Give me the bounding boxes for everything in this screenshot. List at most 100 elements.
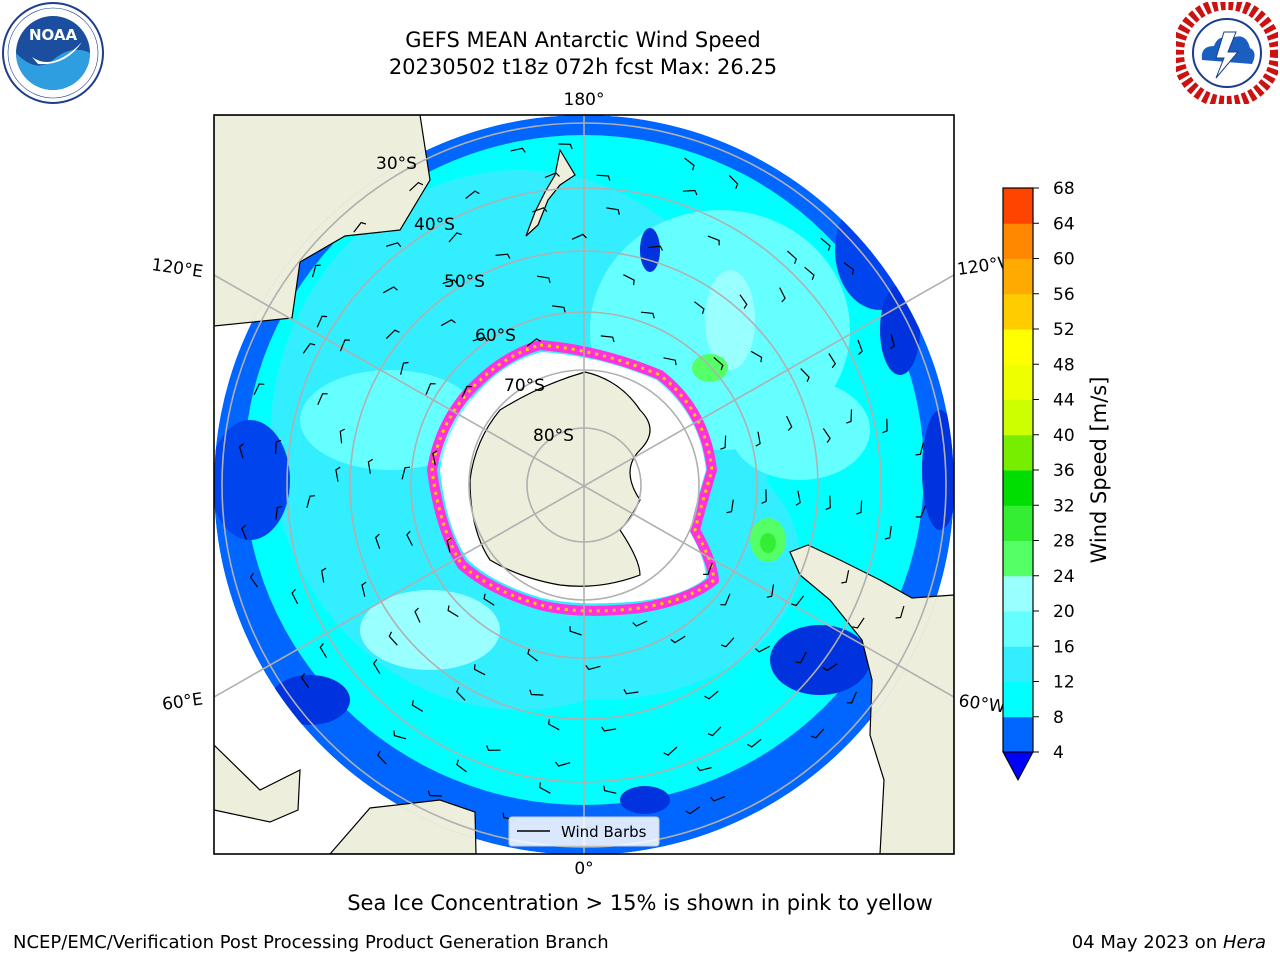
latitude-labels: 30°S 40°S 50°S 60°S 70°S 80°S [376, 154, 574, 446]
wind-barb [825, 495, 831, 511]
wind-barb [841, 570, 850, 584]
wind-barb [846, 409, 853, 424]
colorbar-tick-label: 56 [1053, 285, 1075, 305]
wind-barb [791, 595, 805, 607]
colorbar-tick-label: 24 [1053, 567, 1075, 587]
wind-barb [623, 274, 635, 286]
wind-barb [275, 505, 283, 520]
wind-barb [882, 418, 888, 434]
wind-barb [603, 785, 617, 794]
colorbar-band [1003, 716, 1033, 753]
wind-barb [795, 490, 801, 506]
footer-date-text: 04 May 2023 on [1071, 932, 1223, 953]
wind-barb [319, 643, 328, 659]
wind-barb [779, 287, 786, 303]
wind-barb [720, 593, 731, 606]
wind-barb [915, 505, 926, 518]
wind-barb [527, 648, 538, 662]
colorbar-under-arrow [1002, 751, 1034, 782]
wind-barb [409, 181, 424, 192]
wind-barb [544, 172, 560, 179]
wind-barb [551, 305, 566, 313]
colorbar-band [1003, 329, 1033, 365]
legend-label: Wind Barbs [561, 823, 647, 841]
colorbar-band [1003, 188, 1033, 224]
colorbar-tick-label: 40 [1053, 426, 1075, 446]
lat-label-30s: 30°S [376, 154, 417, 174]
sea-ice-edge [426, 339, 720, 616]
wind-barb [555, 761, 571, 767]
noaa-logo-icon: NOAA [2, 2, 104, 104]
wind-barb [569, 626, 582, 636]
colorbar-tick-label: 8 [1053, 708, 1064, 728]
wind-barb [640, 311, 655, 319]
wind-barb [291, 589, 299, 605]
wind-barb [804, 266, 815, 280]
wind-barb [726, 499, 734, 514]
wind-barb [425, 382, 436, 395]
map-legend: Wind Barbs [508, 816, 660, 847]
wind-barb [440, 319, 456, 327]
wind-barb [600, 335, 615, 343]
wind-barb [623, 689, 639, 695]
chart-title: GEFS MEAN Antarctic Wind Speed [405, 28, 761, 52]
wind-barb [302, 342, 316, 354]
wind-barb [427, 790, 442, 797]
wind-barb [747, 738, 762, 748]
wind-barb [448, 232, 462, 243]
colorbar-tick-label: 52 [1053, 320, 1075, 340]
wind-barb [529, 689, 544, 696]
wind-barb [766, 584, 775, 598]
wind-barb [306, 495, 316, 508]
colorbar-tick-label: 64 [1053, 214, 1075, 234]
wind-barb [750, 350, 763, 363]
wind-barb [761, 489, 767, 504]
colorbar-tick-label: 68 [1053, 179, 1075, 199]
lon-label-120e: 120°E [150, 255, 204, 282]
wind-barb [300, 673, 309, 688]
wind-barb [532, 207, 548, 213]
wind-barb [843, 262, 855, 275]
map-panel: 30°S 40°S 50°S 60°S 70°S 80°S Wind Barbs [214, 115, 954, 854]
svg-text:NOAA: NOAA [29, 26, 78, 44]
wind-barb [852, 617, 865, 629]
nws-logo-icon [1176, 2, 1278, 104]
wind-barb [339, 339, 350, 352]
wind-barb [414, 607, 421, 623]
wind-barb [707, 726, 722, 737]
wind-barb [820, 237, 831, 251]
wind-barb [800, 368, 810, 383]
wind-barb [253, 383, 265, 395]
wind-barb [601, 726, 617, 732]
wind-barb [704, 690, 719, 700]
wind-barb [385, 329, 400, 340]
wind-barb [275, 439, 282, 454]
wind-barb [382, 286, 398, 294]
wind-barb [822, 663, 838, 672]
lat-label-60s: 60°S [475, 326, 516, 346]
wind-barb [238, 443, 244, 459]
wind-barb [857, 339, 863, 355]
wind-barb [755, 645, 771, 653]
wind-barb [694, 301, 705, 314]
antarctica [469, 371, 651, 587]
wind-barb [455, 686, 466, 701]
wind-barb [710, 795, 726, 802]
wind-barb [558, 143, 573, 150]
colorbar-tick-label: 32 [1053, 496, 1075, 516]
lat-label-50s: 50°S [444, 272, 485, 292]
wind-barb [461, 385, 473, 398]
wind-barb [810, 728, 825, 739]
wind-barb [446, 537, 452, 553]
wind-barb [465, 190, 480, 199]
wind-barb [663, 746, 678, 756]
wind-barb [406, 530, 413, 546]
colorbar-band [1003, 611, 1033, 647]
wind-barb [632, 620, 648, 627]
wind-barb [822, 428, 831, 443]
wind-barb [321, 567, 327, 583]
wind-barb [707, 235, 720, 246]
wind-barb [786, 415, 793, 431]
colorbar-band [1003, 505, 1033, 541]
